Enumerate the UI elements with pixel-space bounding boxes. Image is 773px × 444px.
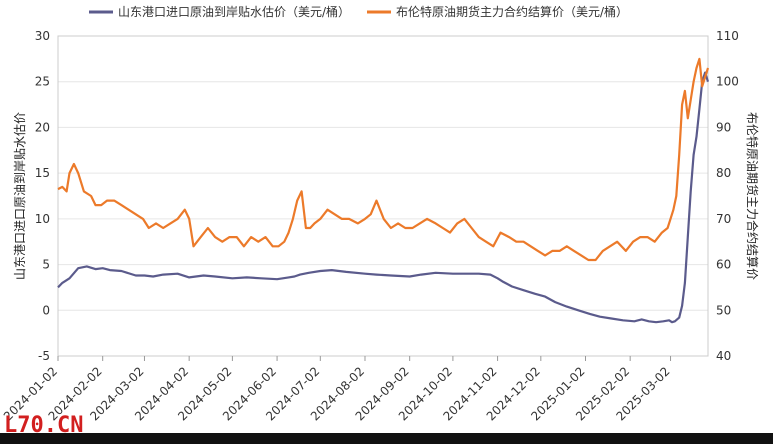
legend-label-series1: 山东港口进口原油到岸贴水估价（美元/桶）	[118, 4, 350, 19]
y-tick-right: 110	[716, 29, 739, 43]
y-axis-right: 40 50 60 70 80 90 100 110	[716, 29, 739, 363]
y-tick-right: 60	[716, 258, 731, 272]
legend-label-series2: 布伦特原油期货主力合约结算价（美元/桶）	[396, 4, 628, 19]
y-tick-right: 90	[716, 120, 731, 134]
y-tick-left: 10	[35, 212, 50, 226]
y-tick-right: 80	[716, 166, 731, 180]
y-tick-right: 40	[716, 349, 731, 363]
y-tick-left: 20	[35, 120, 50, 134]
y-tick-left: 0	[42, 303, 50, 317]
y-axis-left: -5 0 5 10 15 20 25 30	[35, 29, 50, 363]
y-tick-right: 100	[716, 75, 739, 89]
y-tick-left: 5	[42, 258, 50, 272]
plot-area-border	[57, 35, 709, 357]
y-tick-right: 50	[716, 303, 731, 317]
bottom-bar	[0, 433, 773, 444]
y-tick-left: 25	[35, 75, 50, 89]
series-line-shandong-premium	[57, 71, 710, 324]
y-tick-left: 15	[35, 166, 50, 180]
y-tick-left: -5	[38, 349, 50, 363]
series-line-brent-settlement	[57, 57, 710, 262]
y-axis-left-title: 山东港口进口原油到岸贴水估价	[13, 112, 27, 280]
grid	[58, 35, 708, 357]
y-tick-left: 30	[35, 29, 50, 43]
y-axis-right-title: 布伦特原油期货主力合约结算价	[745, 112, 760, 280]
x-axis: 2024-01-022024-02-022024-03-022024-04-02…	[1, 356, 673, 423]
legend: 山东港口进口原油到岸贴水估价（美元/桶） 布伦特原油期货主力合约结算价（美元/桶…	[89, 4, 628, 19]
y-tick-right: 70	[716, 212, 731, 226]
